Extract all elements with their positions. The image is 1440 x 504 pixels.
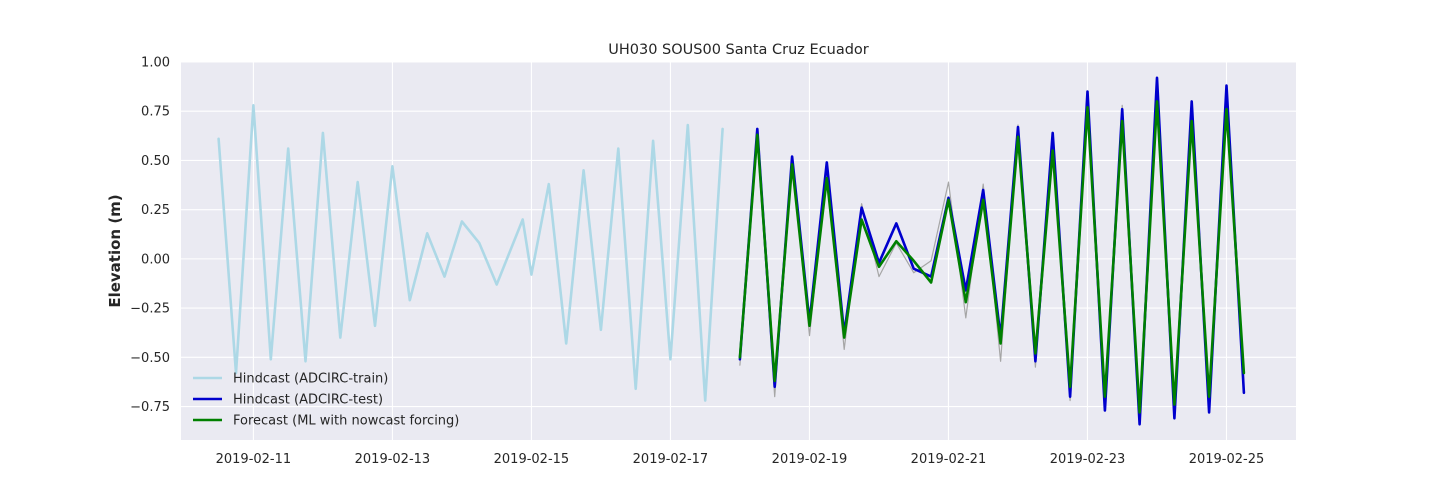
x-tick-label: 2019-02-11 [216,452,292,467]
x-tick-label: 2019-02-17 [633,452,709,467]
x-tick-label: 2019-02-23 [1050,452,1126,467]
x-tick-label: 2019-02-19 [772,452,848,467]
legend-label: Forecast (ML with nowcast forcing) [233,414,459,429]
x-axis-ticks: 2019-02-11 2019-02-13 2019-02-15 2019-02-17… [216,452,1265,467]
x-tick-label: 2019-02-25 [1189,452,1265,467]
legend-label: Hindcast (ADCIRC-train) [233,372,388,387]
y-axis-label: Elevation (m) [106,194,124,307]
y-tick-label: −0.75 [130,400,170,415]
chart-title: UH030 SOUS00 Santa Cruz Ecuador [608,42,869,58]
y-tick-label: −0.25 [130,302,170,317]
legend-label: Hindcast (ADCIRC-test) [233,393,383,408]
x-tick-label: 2019-02-15 [494,452,570,467]
x-tick-label: 2019-02-21 [911,452,987,467]
x-tick-label: 2019-02-13 [355,452,431,467]
y-tick-label: −0.50 [130,351,170,366]
y-tick-label: 0.00 [141,252,170,267]
series-lines [217,76,1246,426]
y-tick-label: 0.75 [141,105,170,120]
y-tick-label: 0.25 [141,203,170,218]
y-tick-label: 0.50 [141,154,170,169]
series-line-0 [217,104,724,402]
y-axis-ticks: −0.75 −0.50 −0.25 0.00 0.25 0.50 0.75 1.00 [130,56,170,416]
legend: Hindcast (ADCIRC-train) Hindcast (ADCIRC-… [193,372,459,429]
y-tick-label: 1.00 [141,56,170,71]
series-line-3 [738,100,1246,414]
